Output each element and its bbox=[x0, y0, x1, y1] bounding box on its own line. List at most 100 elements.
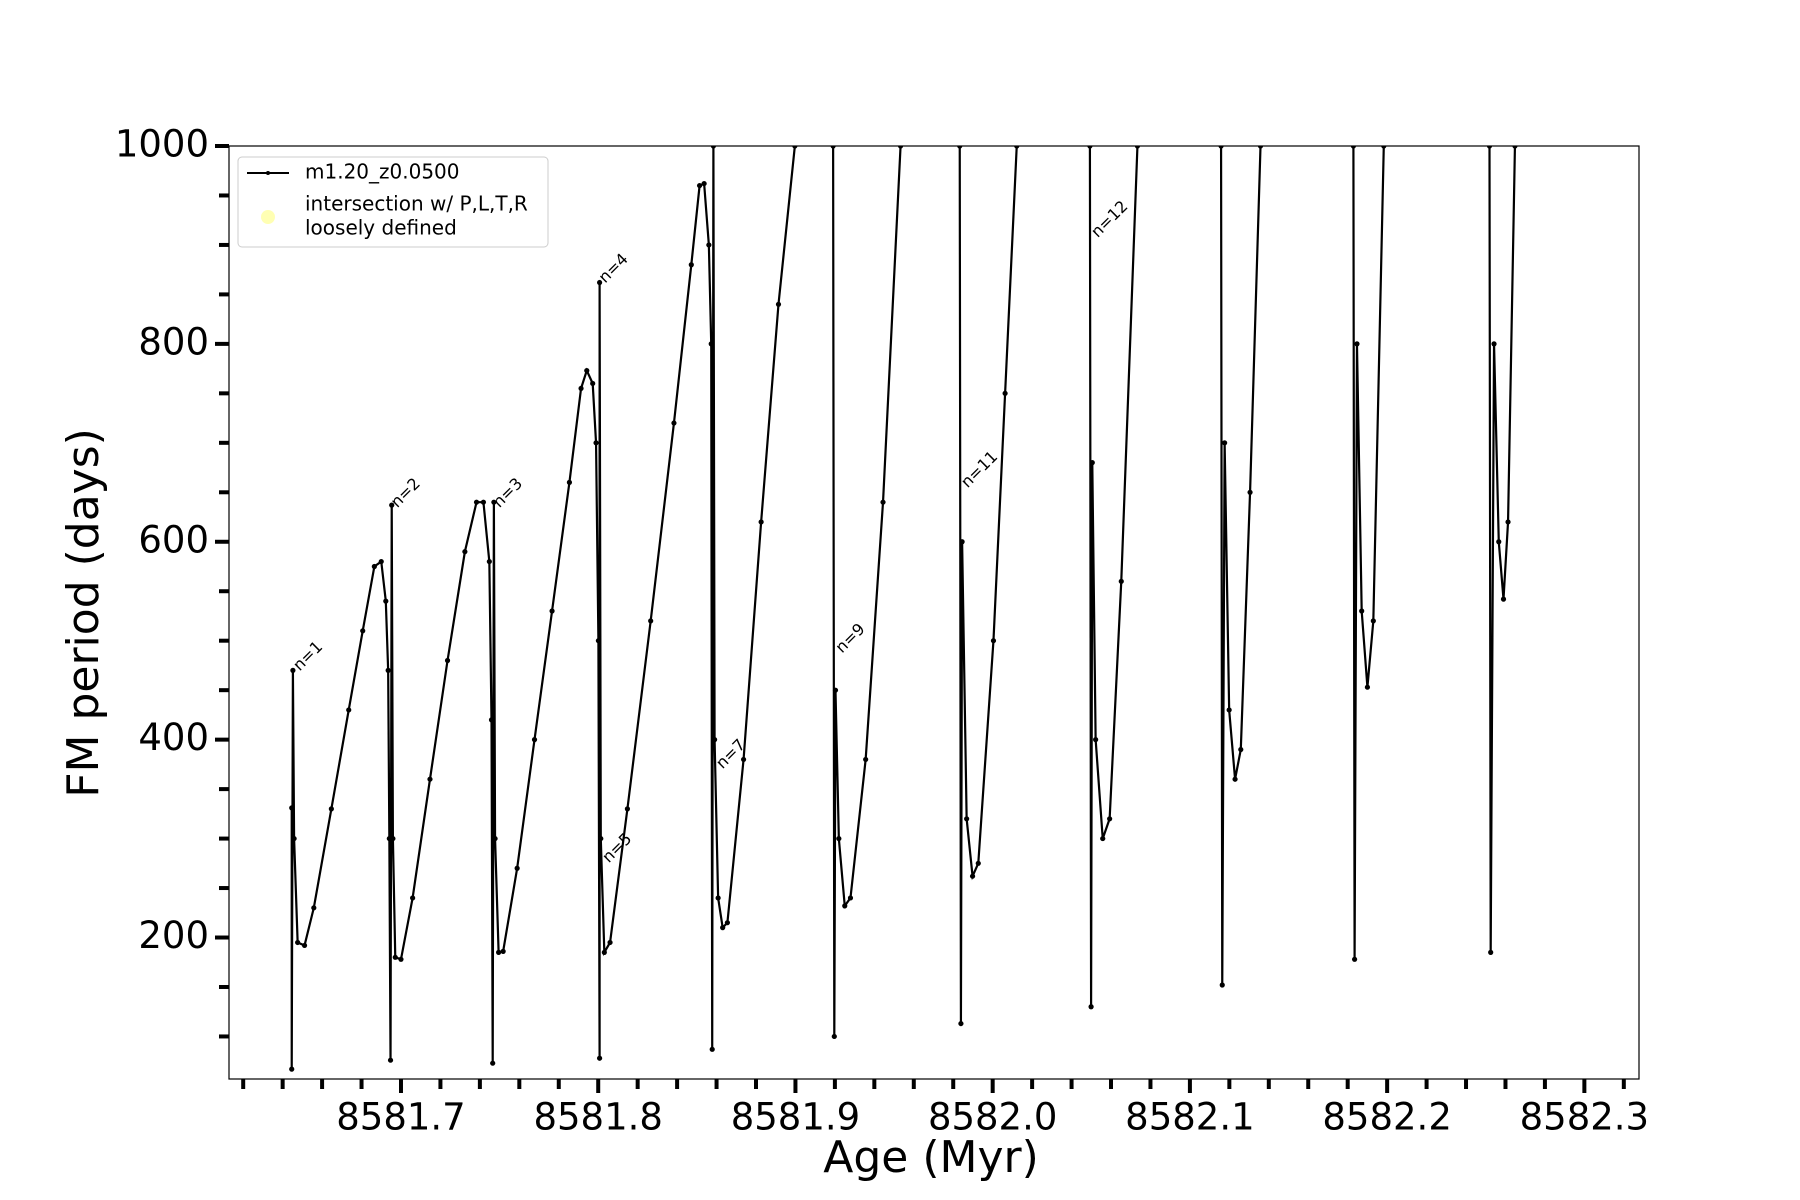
series-point bbox=[1496, 539, 1502, 545]
series-point bbox=[500, 948, 506, 954]
x-tick-label: 8582.0 bbox=[928, 1096, 1057, 1139]
series-point bbox=[775, 301, 782, 307]
x-tick-label: 8582.3 bbox=[1520, 1096, 1649, 1139]
series-point bbox=[378, 558, 384, 565]
series-point bbox=[596, 1055, 603, 1061]
series-point bbox=[584, 367, 590, 374]
plot-frame bbox=[228, 145, 1640, 1080]
series-point bbox=[706, 242, 712, 248]
series-point bbox=[624, 806, 631, 812]
series-point bbox=[1359, 608, 1365, 614]
legend-box bbox=[237, 156, 549, 248]
series-point bbox=[444, 657, 451, 664]
x-tick-label: 8582.2 bbox=[1322, 1096, 1451, 1139]
series-point bbox=[740, 756, 747, 763]
series-point bbox=[1512, 146, 1518, 149]
series-line bbox=[290, 146, 1517, 1070]
series-point bbox=[1118, 578, 1124, 584]
series-point bbox=[492, 835, 498, 842]
series-point bbox=[1232, 776, 1238, 782]
series-point bbox=[1488, 949, 1494, 955]
series-point bbox=[1505, 519, 1511, 525]
x-tick-label: 8581.9 bbox=[731, 1096, 860, 1139]
series-point bbox=[708, 341, 714, 347]
annotation: n=5 bbox=[598, 829, 635, 866]
series-point bbox=[1087, 146, 1093, 149]
series-point bbox=[1354, 341, 1360, 347]
series-point bbox=[383, 598, 389, 604]
series-point bbox=[473, 499, 480, 505]
series-point bbox=[462, 549, 468, 555]
series-point bbox=[590, 380, 596, 387]
series-point bbox=[688, 262, 694, 268]
series-point bbox=[311, 905, 317, 911]
series-point bbox=[1500, 596, 1507, 602]
series-point bbox=[490, 1060, 496, 1066]
series-point bbox=[1218, 146, 1224, 149]
series-point bbox=[671, 420, 677, 426]
series-point bbox=[1134, 146, 1141, 149]
series-point bbox=[711, 737, 718, 743]
series-point bbox=[964, 816, 970, 822]
series-point bbox=[847, 895, 854, 901]
y-tick-label: 400 bbox=[138, 716, 209, 759]
series-point bbox=[724, 920, 731, 926]
series-point bbox=[1107, 816, 1113, 822]
series-point bbox=[514, 865, 520, 871]
series-point bbox=[392, 954, 398, 960]
series-point bbox=[601, 949, 607, 955]
series-point bbox=[1002, 390, 1008, 396]
series-point bbox=[648, 618, 654, 624]
x-axis-label: Age (Myr) bbox=[823, 1132, 1039, 1183]
annotation: n=9 bbox=[831, 619, 868, 656]
series-point bbox=[491, 499, 497, 505]
plot-area bbox=[289, 146, 1518, 1072]
series-point bbox=[289, 805, 295, 811]
series-point bbox=[410, 895, 416, 901]
series-point bbox=[1088, 1004, 1094, 1010]
series-point bbox=[758, 519, 764, 525]
series-point bbox=[696, 182, 703, 189]
x-tick-label: 8581.8 bbox=[533, 1096, 662, 1139]
series-point bbox=[1257, 146, 1264, 149]
series-point bbox=[488, 717, 495, 723]
x-tick-label: 8581.7 bbox=[336, 1096, 465, 1139]
series-point bbox=[1219, 982, 1225, 988]
series-point bbox=[549, 608, 555, 614]
legend-label: m1.20_z0.0500 bbox=[305, 160, 460, 184]
series-point bbox=[301, 942, 308, 949]
x-tick-label: 8582.1 bbox=[1125, 1096, 1254, 1139]
y-axis-label: FM period (days) bbox=[58, 428, 109, 798]
series-point bbox=[1093, 737, 1099, 743]
series-point bbox=[990, 638, 997, 644]
series-point bbox=[289, 1066, 295, 1072]
series-point bbox=[390, 835, 396, 842]
series-point bbox=[720, 925, 726, 931]
series-point bbox=[1351, 956, 1358, 962]
series-point bbox=[595, 638, 602, 644]
series-point bbox=[596, 279, 603, 286]
series-point bbox=[897, 146, 904, 149]
series-point bbox=[1370, 618, 1376, 624]
series-point bbox=[1014, 146, 1020, 149]
series-point bbox=[831, 1033, 837, 1040]
series-point bbox=[959, 539, 965, 545]
annotation: n=12 bbox=[1087, 197, 1131, 241]
legend-marker bbox=[261, 210, 275, 224]
series-point bbox=[1486, 146, 1493, 149]
series-point bbox=[480, 499, 487, 505]
series-point bbox=[387, 1057, 394, 1063]
series-point bbox=[295, 939, 301, 946]
series-point bbox=[1100, 835, 1106, 842]
series-point bbox=[385, 667, 391, 673]
series-point bbox=[290, 667, 296, 673]
legend-label: loosely defined bbox=[305, 216, 457, 240]
series-point bbox=[1381, 146, 1387, 149]
series-point bbox=[1491, 341, 1497, 347]
series-point bbox=[1364, 684, 1371, 690]
series-point bbox=[496, 949, 502, 955]
series-point bbox=[607, 939, 613, 946]
series-point bbox=[836, 835, 842, 842]
series-point bbox=[1238, 746, 1244, 753]
